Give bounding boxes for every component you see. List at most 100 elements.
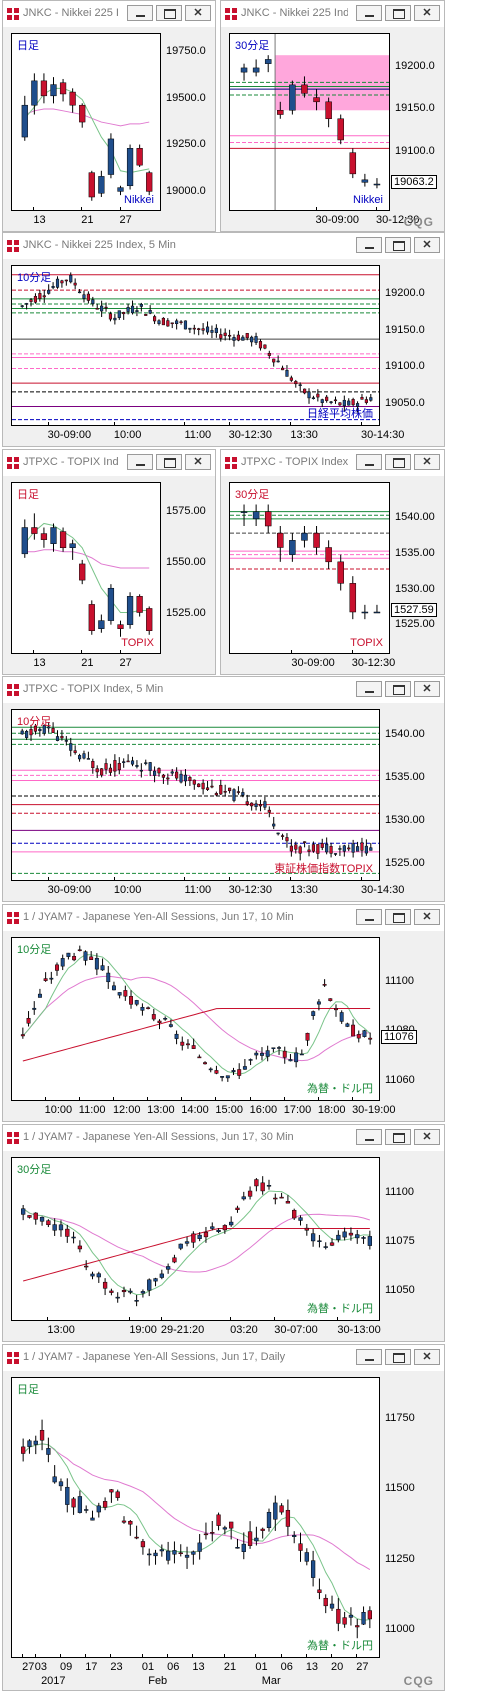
close-button[interactable]: ✕ bbox=[185, 454, 211, 470]
x-tick-mark bbox=[113, 877, 115, 881]
candle bbox=[128, 1520, 133, 1536]
chart-window-8[interactable]: 1 / JYAM7 - Japanese Yen-All Sessions, J… bbox=[2, 1344, 445, 1691]
chart-plot-area[interactable]: 日足 TOPIX bbox=[11, 482, 161, 654]
candle bbox=[225, 1075, 230, 1082]
window-titlebar[interactable]: 1 / JYAM7 - Japanese Yen-All Sessions, J… bbox=[3, 1125, 444, 1151]
window-titlebar[interactable]: 1 / JYAM7 - Japanese Yen-All Sessions, J… bbox=[3, 1345, 444, 1371]
restore-button[interactable] bbox=[385, 1129, 411, 1145]
candle bbox=[102, 1497, 108, 1511]
price-chart bbox=[230, 34, 389, 210]
candle bbox=[130, 756, 135, 767]
candle bbox=[241, 788, 245, 798]
close-button[interactable]: ✕ bbox=[414, 909, 440, 925]
chart-plot-area[interactable]: 30分足 為替・ドル円 bbox=[11, 1157, 380, 1321]
chart-plot-area[interactable]: 10分足 為替・ドル円 bbox=[11, 937, 380, 1101]
candle bbox=[364, 396, 368, 405]
window-titlebar[interactable]: JTPXC - TOPIX Index, 30 Min ✕ bbox=[221, 450, 444, 476]
restore-button[interactable] bbox=[156, 5, 182, 21]
window-titlebar[interactable]: JNKC - Nikkei 225 Index, Daily ✕ bbox=[3, 1, 215, 27]
minimize-button[interactable] bbox=[127, 454, 153, 470]
restore-button[interactable] bbox=[385, 681, 411, 697]
candle bbox=[129, 990, 133, 1009]
minimize-button[interactable] bbox=[356, 1129, 382, 1145]
close-button[interactable]: ✕ bbox=[414, 5, 440, 21]
x-tick-mark bbox=[78, 1097, 80, 1101]
candle bbox=[310, 1228, 316, 1247]
minimize-button[interactable] bbox=[356, 681, 382, 697]
y-tick-label: 1525.00 bbox=[385, 856, 425, 869]
restore-button[interactable] bbox=[385, 5, 411, 21]
candle bbox=[115, 1292, 120, 1303]
restore-button[interactable] bbox=[385, 454, 411, 470]
chart-plot-area[interactable]: 10分足 東証株価指数TOPIX bbox=[11, 709, 380, 881]
candle bbox=[333, 396, 338, 404]
chart-plot-area[interactable]: 30分足 TOPIX bbox=[229, 482, 390, 654]
cqg-watermark: CQG bbox=[403, 1674, 434, 1688]
window-title: JNKC - Nikkei 225 Index, Daily bbox=[23, 7, 119, 19]
candle bbox=[272, 358, 276, 367]
window-titlebar[interactable]: JTPXC - TOPIX Index, Daily ✕ bbox=[3, 450, 215, 476]
candle bbox=[288, 1054, 293, 1062]
candle bbox=[123, 985, 128, 1001]
candle bbox=[273, 1495, 278, 1531]
close-button[interactable]: ✕ bbox=[185, 5, 211, 21]
chart-plot-area[interactable]: 日足 Nikkei bbox=[11, 33, 161, 211]
window-titlebar[interactable]: JNKC - Nikkei 225 Index, 5 Min ✕ bbox=[3, 233, 444, 259]
minimize-button[interactable] bbox=[356, 237, 382, 253]
chart-plot-area[interactable]: 10分足 日経平均株価 bbox=[11, 265, 380, 426]
window-titlebar[interactable]: 1 / JYAM7 - Japanese Yen-All Sessions, J… bbox=[3, 905, 444, 931]
candle bbox=[42, 289, 46, 303]
candle bbox=[86, 291, 90, 304]
price-chart bbox=[21, 73, 153, 201]
close-icon: ✕ bbox=[422, 683, 432, 695]
window-titlebar[interactable]: JTPXC - TOPIX Index, 5 Min ✕ bbox=[3, 677, 444, 703]
app-icon bbox=[7, 1132, 19, 1144]
chart-window-3[interactable]: JTPXC - TOPIX Index, Daily ✕ 日足 TOPIX 1525.0… bbox=[2, 449, 216, 675]
chart-window-2[interactable]: JNKC - Nikkei 225 Index, 5 Min ✕ 10分足 日経平均株… bbox=[2, 232, 445, 447]
candle bbox=[263, 344, 267, 350]
candle bbox=[148, 305, 152, 315]
candle bbox=[126, 754, 130, 763]
x-tick-label: 16:00 bbox=[249, 1104, 278, 1116]
restore-button[interactable] bbox=[385, 909, 411, 925]
candle bbox=[113, 313, 117, 325]
chart-window-5[interactable]: JTPXC - TOPIX Index, 5 Min ✕ 10分足 東証株価指数TOP… bbox=[2, 676, 445, 902]
minimize-button[interactable] bbox=[356, 5, 382, 21]
x-tick-mark bbox=[223, 1654, 225, 1658]
minimize-button[interactable] bbox=[356, 909, 382, 925]
x-tick-mark bbox=[112, 1097, 114, 1101]
minimize-button[interactable] bbox=[356, 454, 382, 470]
close-button[interactable]: ✕ bbox=[414, 1349, 440, 1365]
chart-window-6[interactable]: 1 / JYAM7 - Japanese Yen-All Sessions, J… bbox=[2, 904, 445, 1122]
candle bbox=[310, 1550, 316, 1587]
candle bbox=[95, 303, 99, 310]
minimize-button[interactable] bbox=[356, 1349, 382, 1365]
restore-button[interactable] bbox=[156, 454, 182, 470]
candle bbox=[121, 1286, 127, 1298]
chart-window-4[interactable]: JTPXC - TOPIX Index, 30 Min ✕ 30分足 TOPIX 152… bbox=[220, 449, 445, 675]
price-chart bbox=[21, 1176, 372, 1307]
minimize-button[interactable] bbox=[127, 5, 153, 21]
candle bbox=[79, 103, 86, 128]
y-tick-label: 11060 bbox=[385, 1074, 415, 1087]
candle bbox=[27, 1215, 32, 1219]
candle bbox=[254, 800, 258, 811]
chart-plot-area[interactable]: 日足 為替・ドル円 bbox=[11, 1377, 380, 1658]
close-button[interactable]: ✕ bbox=[414, 1129, 440, 1145]
chart-window-0[interactable]: JNKC - Nikkei 225 Index, Daily ✕ 日足 Nikkei 1… bbox=[2, 0, 216, 232]
chart-window-7[interactable]: 1 / JYAM7 - Japanese Yen-All Sessions, J… bbox=[2, 1124, 445, 1342]
candle bbox=[130, 300, 135, 315]
close-button[interactable]: ✕ bbox=[414, 237, 440, 253]
minimize-icon bbox=[357, 1350, 381, 1364]
candle bbox=[205, 321, 210, 335]
window-titlebar[interactable]: JNKC - Nikkei 225 Index, 30 Min ✕ bbox=[221, 1, 444, 27]
candle bbox=[216, 1228, 221, 1234]
candle bbox=[115, 1489, 120, 1501]
close-button[interactable]: ✕ bbox=[414, 681, 440, 697]
x-tick-label: 27 bbox=[356, 1661, 369, 1673]
close-button[interactable]: ✕ bbox=[414, 454, 440, 470]
restore-button[interactable] bbox=[385, 237, 411, 253]
chart-window-1[interactable]: JNKC - Nikkei 225 Index, 30 Min ✕ 30分足 Nikk… bbox=[220, 0, 445, 232]
chart-plot-area[interactable]: 30分足 Nikkei bbox=[229, 33, 390, 211]
restore-button[interactable] bbox=[385, 1349, 411, 1365]
